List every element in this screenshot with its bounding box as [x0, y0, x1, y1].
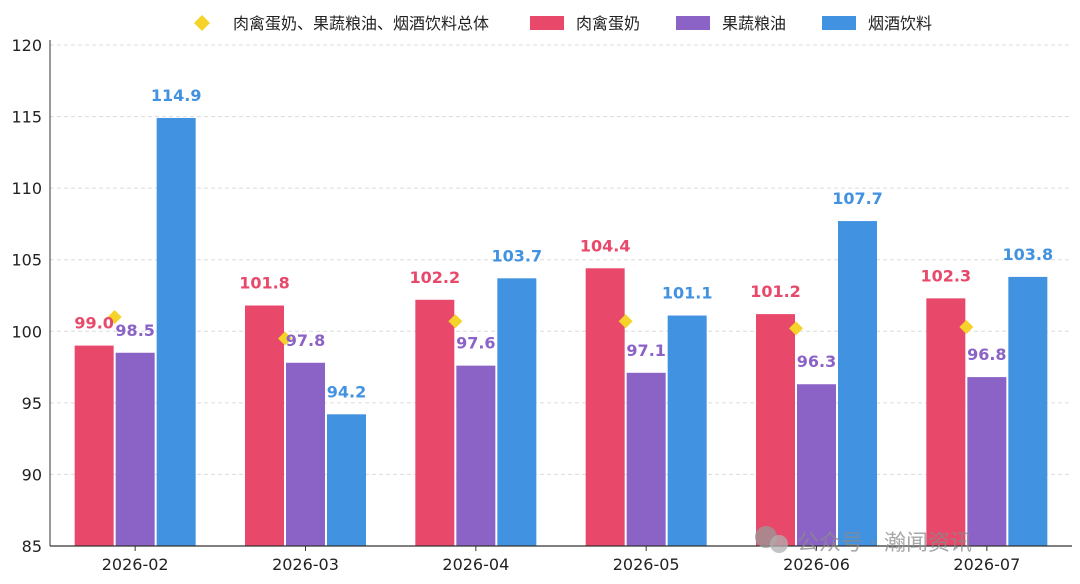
- y-tick-label: 120: [11, 36, 42, 55]
- bar-3: [327, 414, 366, 546]
- bar-1: [415, 299, 455, 546]
- bars: [74, 118, 1048, 546]
- bar-2: [115, 352, 155, 546]
- overall-marker: [278, 331, 292, 346]
- data-label: 97.1: [626, 341, 665, 360]
- data-label: 102.2: [410, 268, 461, 287]
- x-tick-label: 2026-02: [102, 555, 169, 574]
- bar-3: [156, 118, 196, 546]
- bar-2: [626, 372, 666, 546]
- bar-1: [245, 305, 284, 546]
- y-tick-label: 95: [22, 394, 42, 413]
- data-label: 101.1: [662, 284, 713, 303]
- y-tick-label: 85: [22, 537, 42, 556]
- data-labels: 99.0 98.5 114.9 101.8 97.8 94.2 102.2 97.6 103.7…: [74, 86, 1053, 401]
- data-label: 103.7: [492, 246, 543, 265]
- legend-label-overall: 肉禽蛋奶、果蔬粮油、烟酒饮料总体: [233, 14, 489, 33]
- data-label: 104.4: [580, 236, 631, 255]
- bar-3: [667, 315, 707, 546]
- data-label: 94.2: [327, 382, 366, 401]
- watermark-text: 公众号 · 瀚闻资讯: [797, 531, 972, 556]
- bar-1: [756, 314, 795, 546]
- legend-marker-overall: [194, 15, 210, 31]
- data-label: 107.7: [832, 189, 883, 208]
- x-tick-label: 2026-03: [272, 555, 339, 574]
- wechat-icon: [755, 526, 788, 553]
- legend-swatch-3: [822, 16, 856, 30]
- bar-1: [74, 345, 114, 546]
- x-tick-label: 2026-06: [783, 555, 850, 574]
- data-label: 98.5: [115, 321, 154, 340]
- overall-markers: [107, 309, 974, 346]
- bar-3: [838, 221, 877, 546]
- legend-label-2: 果蔬粮油: [722, 14, 786, 33]
- overall-marker: [789, 321, 803, 336]
- axes: 85 90 95 100 105 110 115 120 2026-02 2026-03 2026-…: [11, 36, 1072, 574]
- x-tick-label: 2026-05: [613, 555, 680, 574]
- data-label: 101.2: [750, 282, 801, 301]
- y-tick-label: 90: [22, 465, 42, 484]
- overall-marker: [107, 309, 122, 324]
- y-tick-label: 105: [11, 251, 42, 270]
- data-label: 102.3: [921, 266, 972, 285]
- data-label: 101.8: [239, 274, 290, 293]
- bar-3: [1008, 276, 1048, 546]
- grid-lines: [50, 44, 1072, 475]
- data-label: 114.9: [151, 86, 202, 105]
- x-tick-label: 2026-04: [442, 555, 509, 574]
- data-label: 97.6: [456, 334, 495, 353]
- legend-label-3: 烟酒饮料: [868, 14, 932, 33]
- bar-3: [497, 278, 537, 546]
- bar-1: [585, 268, 625, 546]
- overall-marker: [959, 319, 974, 334]
- data-label: 96.3: [797, 352, 836, 371]
- overall-marker: [618, 314, 633, 329]
- data-label: 99.0: [74, 314, 113, 333]
- bar-2: [456, 365, 496, 546]
- bar-1: [926, 298, 966, 546]
- legend-swatch-2: [676, 16, 710, 30]
- y-tick-label: 110: [11, 179, 42, 198]
- x-tick-label: 2026-07: [953, 555, 1020, 574]
- bar-2: [967, 377, 1007, 546]
- y-tick-label: 100: [11, 322, 42, 341]
- y-tick-label: 115: [11, 108, 42, 127]
- overall-marker: [448, 314, 463, 329]
- legend-label-1: 肉禽蛋奶: [576, 14, 640, 33]
- legend-swatch-1: [530, 16, 564, 30]
- legend: 肉禽蛋奶、果蔬粮油、烟酒饮料总体 肉禽蛋奶 果蔬粮油 烟酒饮料: [194, 14, 932, 33]
- watermark: 公众号 · 瀚闻资讯: [755, 526, 972, 556]
- data-label: 97.8: [286, 331, 325, 350]
- data-label: 96.8: [967, 345, 1006, 364]
- bar-2: [797, 384, 836, 546]
- data-label: 103.8: [1003, 245, 1054, 264]
- bar-2: [286, 362, 325, 546]
